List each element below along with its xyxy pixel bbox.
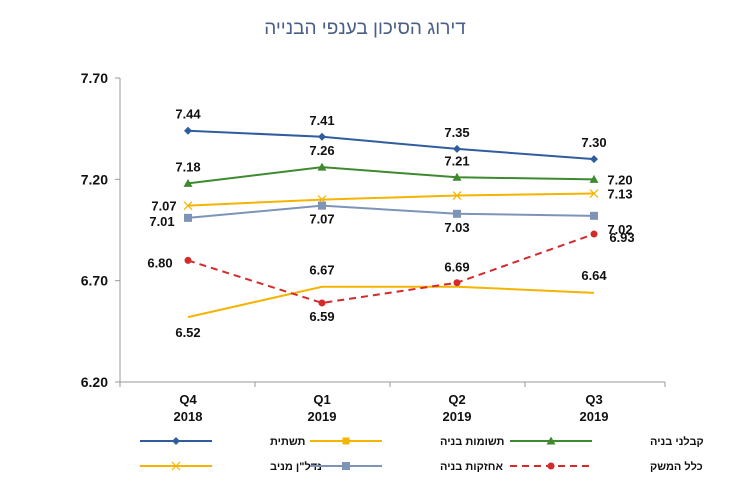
data-label: 6.69 xyxy=(444,260,469,275)
data-point xyxy=(589,174,599,183)
data-point xyxy=(590,211,598,220)
legend-marker xyxy=(546,436,556,445)
data-point xyxy=(183,178,193,187)
x-tick-label-year: 2019 xyxy=(580,409,609,424)
data-point xyxy=(317,162,327,171)
data-point xyxy=(184,213,192,222)
data-label: 7.01 xyxy=(149,214,174,229)
series-2 xyxy=(183,189,599,211)
data-label: 7.02 xyxy=(607,222,632,237)
series-layer xyxy=(183,126,599,319)
data-point xyxy=(183,201,193,211)
series-line xyxy=(187,192,595,207)
x-tick-label: Q1 xyxy=(313,392,330,407)
data-point xyxy=(453,144,461,153)
data-label: 6.80 xyxy=(147,255,172,270)
data-label: 6.64 xyxy=(581,268,607,283)
y-tick-label: 6.20 xyxy=(81,374,108,390)
series-3 xyxy=(184,201,598,222)
legend-item: קבלני בניה xyxy=(510,435,704,448)
data-point xyxy=(318,299,326,307)
legend-item: אחזקות בניה xyxy=(310,461,503,473)
x-tick-label: Q3 xyxy=(585,392,602,407)
legend-marker xyxy=(172,437,180,445)
data-point xyxy=(184,126,192,135)
data-label: 7.07 xyxy=(151,199,176,214)
legend-label: אחזקות בניה xyxy=(440,461,503,473)
legend-label: תשומות בניה xyxy=(440,436,505,448)
legend: תשתית תשומות בניה קבלני בניה נדל"ן מניב אחזק… xyxy=(140,435,704,473)
axes-layer: 6.20 6.70 7.20 7.70 Q4 2018 Q1 2019 Q2 2019 Q3 2019 xyxy=(81,70,666,424)
legend-label: תשתית xyxy=(270,436,306,448)
legend-item: תשומות בניה xyxy=(310,436,505,448)
legend-label: קבלני בניה xyxy=(650,435,704,448)
data-point xyxy=(452,172,462,181)
series-1 xyxy=(183,162,599,187)
legend-label: נדל"ן מניב xyxy=(270,460,322,473)
data-point xyxy=(318,132,326,141)
data-label: 7.13 xyxy=(607,187,632,202)
data-point xyxy=(453,209,461,218)
data-point xyxy=(590,230,598,238)
x-tick-label-year: 2019 xyxy=(443,409,472,424)
x-tick-label: Q4 xyxy=(179,392,197,407)
data-point xyxy=(453,279,461,287)
y-tick-label: 7.70 xyxy=(81,70,108,86)
labels-layer: 7.44 7.41 7.35 7.30 7.18 7.26 7.21 7.20 7.07 7.13… xyxy=(147,107,634,340)
x-tick-label-year: 2019 xyxy=(308,409,337,424)
data-label: 7.21 xyxy=(444,153,469,168)
series-line xyxy=(187,129,595,161)
data-point xyxy=(589,189,599,198)
series-line xyxy=(187,285,595,319)
y-tick-label: 6.70 xyxy=(81,273,108,289)
legend-marker xyxy=(342,437,350,445)
legend-item: תשתית xyxy=(140,436,306,448)
series-5 xyxy=(184,230,598,307)
legend-label: כלל המשק xyxy=(650,460,703,473)
data-label: 6.93 xyxy=(609,230,634,245)
data-point xyxy=(318,201,326,210)
chart-title: דירוג הסיכון בענפי הבנייה xyxy=(264,18,466,39)
data-label: 6.67 xyxy=(309,263,334,278)
data-label: 7.18 xyxy=(175,159,200,174)
data-label: 7.44 xyxy=(175,107,201,122)
data-label: 7.07 xyxy=(309,212,334,227)
series-line xyxy=(187,233,595,304)
legend-marker xyxy=(342,462,350,470)
data-point xyxy=(590,155,598,164)
data-point xyxy=(184,256,192,264)
data-label: 6.52 xyxy=(175,325,200,340)
data-label: 6.59 xyxy=(309,309,334,324)
data-label: 7.20 xyxy=(607,172,632,187)
y-tick-label: 7.20 xyxy=(81,171,108,187)
series-0 xyxy=(184,126,598,164)
data-label: 7.41 xyxy=(309,113,334,128)
series-line xyxy=(187,204,595,219)
x-tick-label: Q2 xyxy=(448,392,465,407)
legend-marker xyxy=(171,461,181,471)
data-label: 7.26 xyxy=(309,143,334,158)
data-label: 7.03 xyxy=(444,220,469,235)
legend-item: כלל המשק xyxy=(510,460,703,473)
legend-item: נדל"ן מניב xyxy=(140,460,322,473)
data-label: 7.35 xyxy=(444,125,469,140)
data-point xyxy=(452,191,462,200)
data-label: 7.30 xyxy=(581,135,606,150)
series-4 xyxy=(187,285,595,319)
x-tick-label-year: 2018 xyxy=(174,409,203,424)
legend-marker xyxy=(547,462,555,470)
series-line xyxy=(187,166,595,185)
